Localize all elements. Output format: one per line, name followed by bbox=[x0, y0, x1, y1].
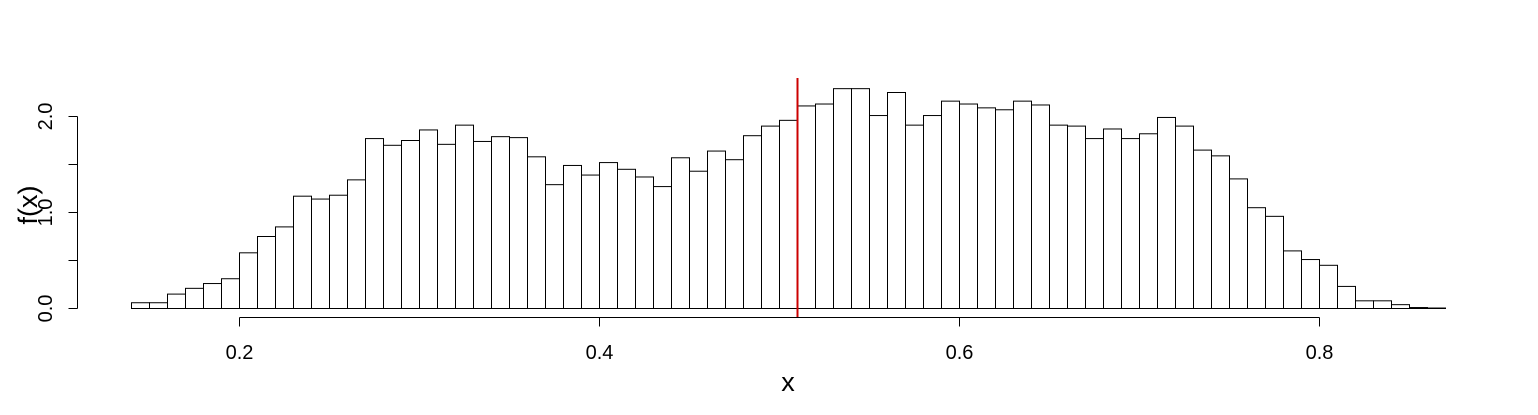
histogram-bar bbox=[131, 302, 150, 309]
x-axis-title: x bbox=[781, 367, 795, 397]
histogram-bar bbox=[1409, 307, 1428, 310]
x-tick-label: 0.2 bbox=[226, 342, 254, 364]
x-tick-label: 0.4 bbox=[586, 342, 614, 364]
histogram-bar bbox=[491, 136, 510, 309]
y-axis: 0.0 1.0 2.0 bbox=[35, 103, 78, 323]
histogram-bar bbox=[815, 103, 834, 309]
y-tick-label: 1.0 bbox=[35, 199, 57, 227]
histogram-bar bbox=[635, 176, 654, 309]
histogram-bar bbox=[383, 144, 402, 309]
x-tick-label: 0.8 bbox=[1306, 342, 1334, 364]
x-tick-label: 0.6 bbox=[946, 342, 974, 364]
histogram-bar bbox=[1193, 149, 1212, 309]
histogram-bar bbox=[581, 174, 600, 309]
histogram-bar bbox=[203, 283, 222, 310]
histogram-bar bbox=[293, 195, 312, 309]
histogram-bar bbox=[1283, 250, 1302, 309]
histogram-bar bbox=[1265, 215, 1284, 309]
histogram-bar bbox=[1319, 264, 1338, 309]
histogram-bar bbox=[1301, 259, 1320, 310]
histogram-bars bbox=[131, 88, 1446, 310]
histogram-bar bbox=[437, 143, 456, 309]
histogram-bar bbox=[797, 105, 816, 309]
histogram-bar bbox=[905, 124, 924, 309]
histogram-bar bbox=[779, 119, 798, 309]
histogram-bar bbox=[185, 287, 204, 309]
histogram-bar bbox=[1211, 155, 1230, 309]
histogram-bar bbox=[995, 109, 1014, 309]
x-axis: 0.2 0.4 0.6 0.8 bbox=[226, 317, 1334, 364]
y-axis-title: f(x) bbox=[13, 186, 43, 225]
histogram-bar bbox=[1067, 125, 1086, 309]
histogram-bar bbox=[1031, 104, 1050, 310]
y-tick-label: 0.0 bbox=[35, 295, 57, 323]
histogram-bar bbox=[923, 115, 942, 310]
histogram-bar bbox=[671, 157, 690, 309]
histogram-bar bbox=[941, 100, 960, 309]
histogram-bar bbox=[1229, 178, 1248, 309]
histogram-bar bbox=[545, 184, 564, 309]
histogram-bar bbox=[977, 107, 996, 309]
histogram-bar bbox=[149, 302, 168, 309]
histogram-bar bbox=[1139, 133, 1158, 309]
histogram-bar bbox=[311, 198, 330, 309]
histogram-bar bbox=[527, 156, 546, 309]
histogram-bar bbox=[707, 150, 726, 309]
histogram-bar bbox=[761, 125, 780, 309]
histogram-bar bbox=[1013, 100, 1032, 309]
histogram-bar bbox=[419, 129, 438, 309]
histogram-bar bbox=[1337, 285, 1356, 310]
histogram-bar bbox=[617, 168, 636, 309]
histogram-bar bbox=[1121, 138, 1140, 309]
histogram-bar bbox=[869, 115, 888, 310]
histogram-bar bbox=[1157, 116, 1176, 309]
y-tick-label: 2.0 bbox=[35, 103, 57, 131]
histogram-bar bbox=[851, 88, 870, 309]
histogram-bar bbox=[599, 162, 618, 309]
histogram-bar bbox=[347, 179, 366, 309]
histogram-bar bbox=[329, 194, 348, 309]
histogram-bar bbox=[1391, 304, 1410, 310]
histogram-bar bbox=[653, 186, 672, 309]
histogram-bar bbox=[455, 124, 474, 309]
histogram-bar bbox=[275, 226, 294, 309]
histogram-bar bbox=[473, 140, 492, 309]
histogram-bar bbox=[1355, 300, 1374, 310]
histogram-bar bbox=[401, 140, 420, 309]
histogram-bar bbox=[887, 92, 906, 309]
histogram-bar bbox=[1085, 138, 1104, 309]
histogram-bar bbox=[1373, 300, 1392, 310]
histogram-bar bbox=[1175, 125, 1194, 309]
histogram-bar bbox=[959, 103, 978, 309]
histogram-bar bbox=[239, 252, 258, 310]
histogram-bar bbox=[167, 293, 186, 310]
histogram-bar bbox=[1247, 207, 1266, 309]
histogram-bar bbox=[689, 170, 708, 309]
histogram-bar bbox=[221, 278, 240, 309]
histogram-bar bbox=[365, 138, 384, 309]
histogram-bar bbox=[725, 159, 744, 309]
histogram-bar bbox=[257, 236, 276, 309]
histogram-bar bbox=[1049, 124, 1068, 309]
histogram-bar bbox=[563, 164, 582, 309]
histogram-bar bbox=[743, 135, 762, 309]
histogram-bar bbox=[833, 88, 852, 309]
histogram-bar bbox=[509, 137, 528, 309]
histogram-bar bbox=[1103, 128, 1122, 309]
